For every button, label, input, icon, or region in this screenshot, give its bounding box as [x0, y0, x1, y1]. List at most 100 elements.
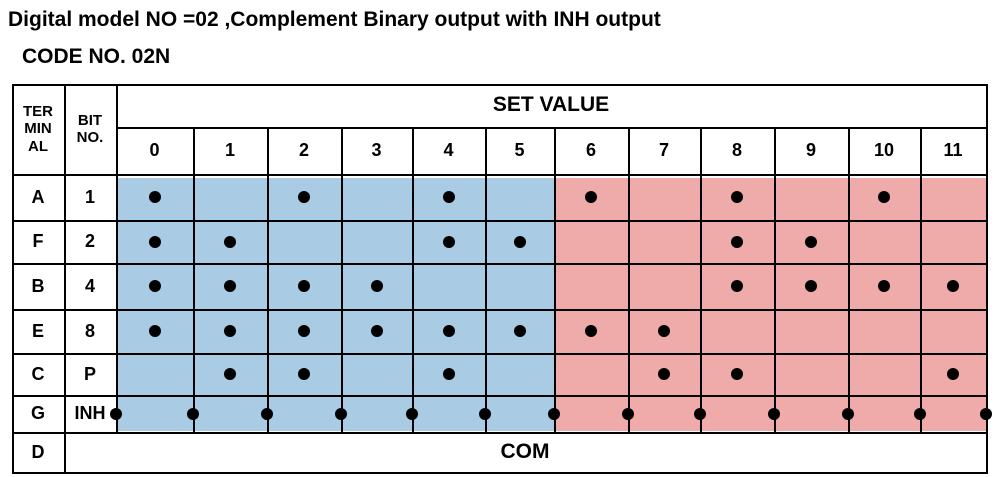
terminal-C: C [31, 363, 45, 384]
bit-1: 1 [84, 186, 95, 207]
dot-C-1 [224, 368, 236, 380]
dot-inh-edge [980, 407, 992, 420]
terminal-B: B [31, 275, 45, 296]
set-value-2: 2 [298, 140, 309, 161]
row-divider [12, 395, 986, 397]
dot-A-4 [442, 191, 455, 203]
set-value-4: 4 [443, 140, 454, 161]
dot-E-4 [442, 325, 455, 337]
set-value-9: 9 [805, 140, 816, 161]
table-border-top [12, 84, 988, 86]
dot-C-4 [442, 368, 455, 380]
dot-F-4 [442, 235, 455, 248]
dot-B-9 [805, 280, 817, 292]
bit-2: 2 [84, 231, 95, 252]
column-divider [485, 127, 487, 432]
column-divider [920, 127, 922, 432]
dot-G-7 [622, 407, 634, 420]
table-border-left [12, 84, 14, 472]
column-divider [774, 127, 776, 432]
watermark-blue-region [116, 178, 554, 431]
dot-E-5 [513, 325, 526, 337]
column-divider [193, 127, 195, 432]
bit-4: 4 [84, 275, 95, 296]
dot-B-0 [148, 280, 161, 292]
dot-E-2 [298, 325, 310, 337]
bit-P: P [83, 363, 96, 384]
dot-G-6 [548, 407, 560, 420]
header-divider [116, 127, 986, 129]
dot-G-0 [110, 407, 122, 420]
dot-A-0 [148, 191, 161, 203]
dot-E-7 [658, 325, 670, 337]
dot-E-0 [148, 325, 161, 337]
terminal-A: A [31, 186, 45, 207]
table-border-bottom [12, 472, 988, 474]
dot-C-8 [731, 368, 743, 380]
dot-G-9 [768, 407, 780, 420]
dot-G-8 [694, 407, 706, 420]
dot-E-6 [585, 325, 597, 337]
set-value-11: 11 [943, 140, 963, 161]
column-divider [628, 127, 630, 432]
dot-B-11 [947, 280, 959, 292]
dot-F-0 [148, 235, 161, 248]
dot-F-8 [731, 235, 743, 248]
dot-F-9 [805, 235, 817, 248]
dot-G-4 [406, 407, 418, 420]
dot-B-3 [370, 280, 383, 292]
column-divider-bit [64, 84, 66, 472]
dot-B-8 [731, 280, 743, 292]
row-divider [12, 353, 986, 355]
dot-G-5 [479, 407, 491, 420]
dot-A-2 [298, 191, 310, 203]
set-value-5: 5 [514, 140, 525, 161]
column-divider [700, 127, 702, 432]
row-divider [12, 432, 986, 434]
bit-INH: INH [74, 403, 106, 424]
dot-B-10 [878, 280, 890, 292]
dot-G-10 [842, 407, 854, 420]
dot-A-10 [878, 191, 890, 203]
row-divider [12, 309, 986, 311]
dot-B-2 [298, 280, 310, 292]
set-value-1: 1 [224, 140, 235, 161]
set-value-10: 10 [873, 140, 895, 161]
dot-G-3 [335, 407, 347, 420]
dot-A-6 [585, 191, 597, 203]
terminal-E: E [31, 320, 44, 341]
row-divider [12, 174, 986, 176]
code-number: CODE NO. 02N [22, 45, 171, 68]
dot-C-2 [298, 368, 310, 380]
set-value-8: 8 [731, 140, 742, 161]
column-divider [554, 127, 556, 432]
dot-G-2 [261, 407, 273, 420]
set-value-7: 7 [658, 140, 669, 161]
dot-F-5 [513, 235, 526, 248]
dot-F-1 [224, 235, 236, 248]
row-divider [12, 220, 986, 222]
terminal-F: F [32, 231, 44, 252]
dot-C-11 [947, 368, 959, 380]
dot-C-7 [658, 368, 670, 380]
dot-G-11 [914, 407, 926, 420]
row-divider [12, 263, 986, 265]
dot-E-3 [370, 325, 383, 337]
column-divider-set [116, 84, 118, 432]
column-divider [412, 127, 414, 432]
set-value-header: SET VALUE [492, 93, 610, 117]
set-value-6: 6 [585, 140, 596, 161]
dot-A-8 [731, 191, 743, 203]
terminal-D: D [31, 441, 45, 462]
dot-G-1 [187, 407, 199, 420]
com-label: COM [500, 439, 550, 463]
table-border-right [986, 84, 988, 474]
column-divider [848, 127, 850, 432]
terminal-G: G [30, 403, 45, 424]
set-value-0: 0 [149, 140, 160, 161]
column-divider [341, 127, 343, 432]
column-divider [267, 127, 269, 432]
dot-B-1 [224, 280, 236, 292]
dot-E-1 [224, 325, 236, 337]
terminal-header: TER MIN AL [23, 103, 53, 155]
